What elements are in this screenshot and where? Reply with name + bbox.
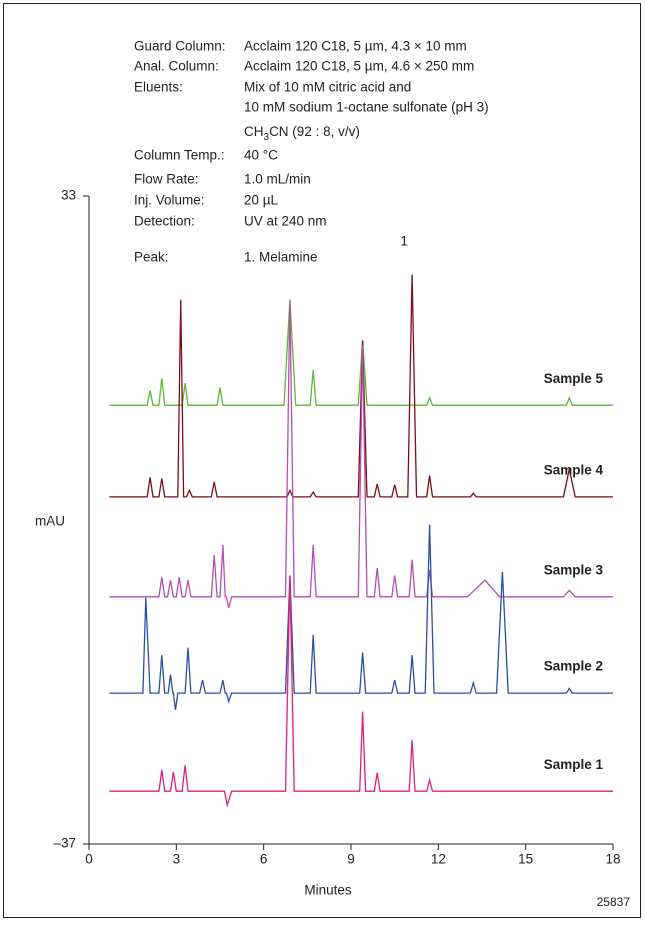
- condition-value: Acclaim 120 C18, 5 µm, 4.3 × 10 mm: [244, 39, 467, 54]
- x-tick-label: 3: [173, 852, 181, 867]
- condition-value: 1. Melamine: [244, 250, 318, 265]
- condition-value: Mix of 10 mM citric acid and: [244, 80, 411, 95]
- condition-label: Detection:: [134, 214, 195, 229]
- condition-value: Acclaim 120 C18, 5 µm, 4.6 × 250 mm: [244, 59, 474, 74]
- condition-label: Guard Column:: [134, 39, 226, 54]
- x-tick-label: 9: [347, 852, 355, 867]
- formula-part: CH: [244, 124, 264, 139]
- frame: [3, 3, 641, 918]
- trace: [109, 524, 613, 710]
- condition-value: 20 µL: [244, 193, 279, 208]
- peak-label: 1: [400, 234, 408, 249]
- x-tick-label: 15: [518, 852, 533, 867]
- condition-label: Anal. Column:: [134, 59, 219, 74]
- x-tick-label: 6: [260, 852, 268, 867]
- conditions: Guard Column: Acclaim 120 C18, 5 µm, 4.3 …: [134, 39, 489, 265]
- trace: [109, 575, 613, 808]
- condition-label: Eluents:: [134, 80, 183, 95]
- condition-value: CH3CN (92 : 8, v/v): [244, 124, 360, 143]
- series-label: Sample 3: [544, 562, 604, 577]
- x-tick-label: 12: [431, 852, 446, 867]
- trace: [109, 274, 613, 498]
- condition-label: Peak:: [134, 250, 169, 265]
- series-label: Sample 4: [544, 462, 604, 477]
- y-tick-label: –37: [53, 836, 76, 851]
- x-axis-label: Minutes: [304, 883, 352, 898]
- formula-part: 3: [264, 132, 270, 143]
- y-axis-label: mAU: [35, 514, 65, 529]
- series-label: Sample 2: [544, 659, 603, 674]
- condition-value: 10 mM sodium 1-octane sulfonate (pH 3): [244, 100, 489, 115]
- formula-part: CN (92 : 8, v/v): [269, 124, 360, 139]
- y-tick-label: 33: [61, 188, 76, 203]
- x-tick-label: 0: [85, 852, 93, 867]
- footnote: 25837: [597, 895, 631, 909]
- x-tick-label: 18: [605, 852, 620, 867]
- condition-value: 40 °C: [244, 148, 278, 163]
- series-label: Sample 5: [544, 371, 604, 386]
- series-label: Sample 1: [544, 757, 604, 772]
- condition-label: Column Temp.:: [134, 148, 225, 163]
- condition-value: UV at 240 nm: [244, 214, 327, 229]
- condition-label: Flow Rate:: [134, 172, 199, 187]
- condition-label: Inj. Volume:: [134, 193, 205, 208]
- trace: [109, 299, 613, 609]
- condition-value: 1.0 mL/min: [244, 172, 311, 187]
